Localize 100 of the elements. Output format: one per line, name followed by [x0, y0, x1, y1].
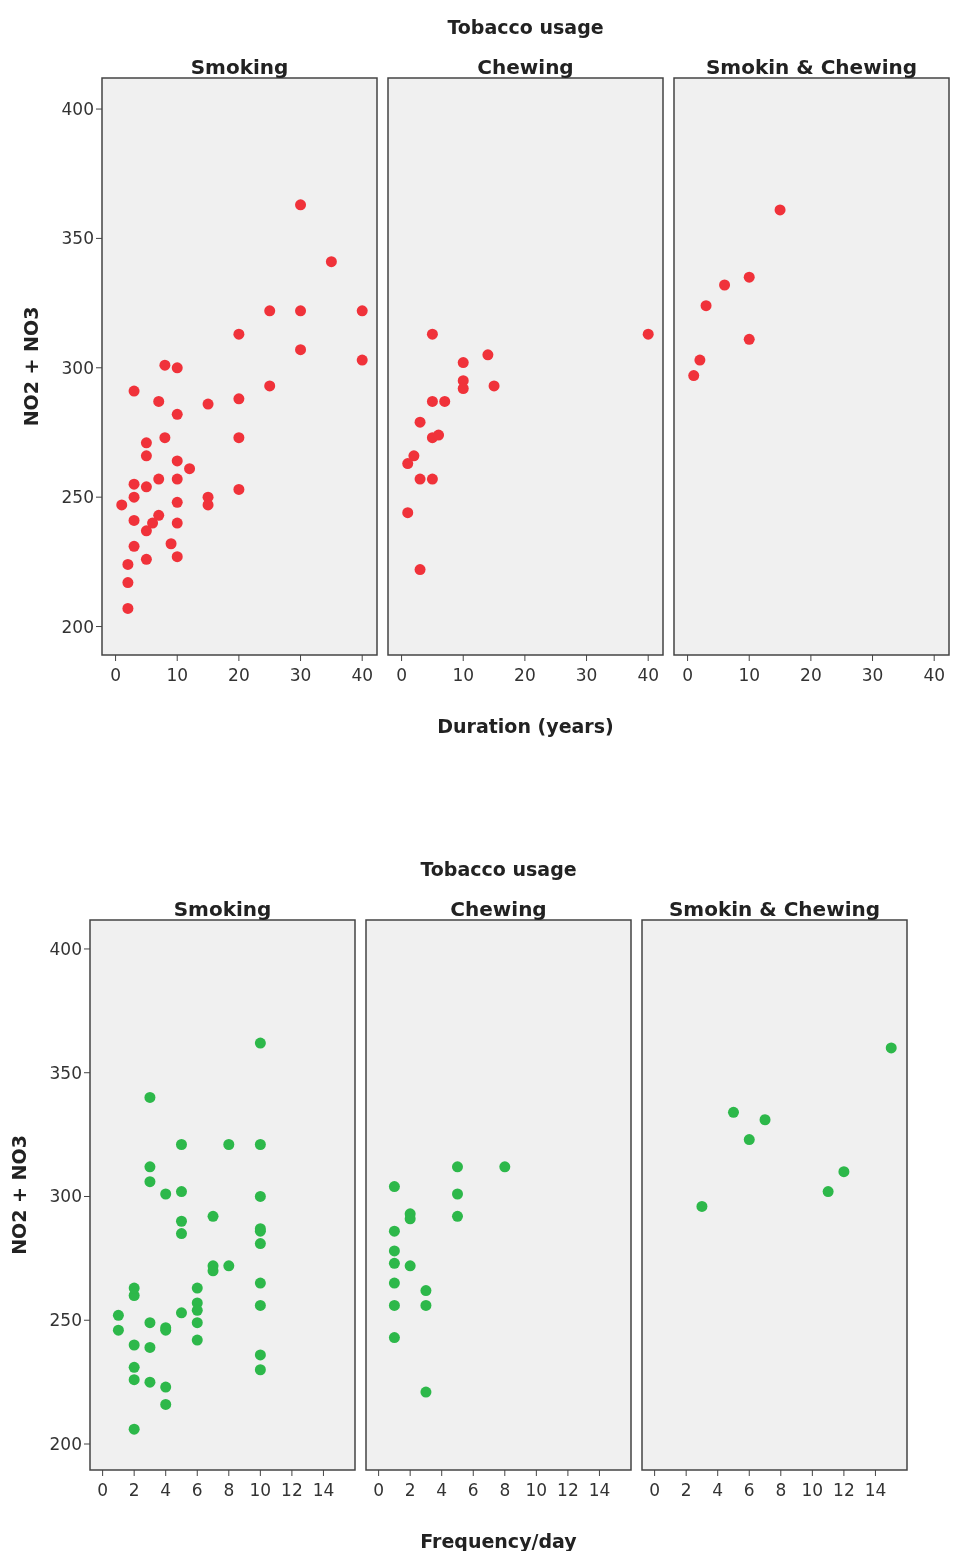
x-tick-label: 6 [191, 1480, 203, 1500]
point [112, 1309, 124, 1321]
point [122, 558, 134, 570]
y-tick-label: 200 [49, 1434, 82, 1455]
point [743, 1134, 755, 1146]
point [191, 1334, 203, 1346]
point [144, 1091, 156, 1103]
point [144, 1161, 156, 1173]
point [175, 1215, 187, 1227]
y-tick-label: 400 [61, 99, 94, 120]
point [451, 1161, 463, 1173]
x-tick-label: 40 [923, 665, 946, 685]
x-tick-label: 14 [312, 1480, 335, 1500]
point [388, 1277, 400, 1289]
point [642, 328, 654, 340]
point [144, 1341, 156, 1353]
point [184, 463, 196, 475]
point [388, 1332, 400, 1344]
x-tick-label: 12 [833, 1480, 855, 1500]
chart-title: Smokin & Chewing [668, 897, 881, 921]
point [254, 1037, 266, 1049]
x-tick-label: 12 [557, 1480, 579, 1500]
point [140, 525, 152, 537]
x-tick-label: 0 [110, 665, 121, 685]
point [171, 455, 183, 467]
point [774, 204, 786, 216]
point [160, 1188, 172, 1200]
point [165, 538, 177, 550]
point [128, 478, 140, 490]
point [700, 300, 712, 312]
point [822, 1186, 834, 1198]
point [160, 1398, 172, 1410]
text: Tobacco usage [447, 16, 604, 38]
point [295, 305, 307, 317]
point [420, 1386, 432, 1398]
point [233, 393, 245, 405]
point [254, 1139, 266, 1151]
x-tick-label: 8 [775, 1480, 787, 1500]
x-tick-label: 30 [575, 665, 598, 685]
point [727, 1106, 739, 1118]
point [414, 473, 426, 485]
point [144, 1376, 156, 1388]
point [171, 362, 183, 374]
point [414, 416, 426, 428]
x-tick-label: 4 [160, 1480, 172, 1500]
point [128, 540, 140, 552]
point [356, 305, 368, 317]
point [402, 458, 414, 470]
x-tick-label: 10 [801, 1480, 824, 1500]
point [175, 1139, 187, 1151]
point [402, 507, 414, 519]
point [112, 1324, 124, 1336]
point [191, 1317, 203, 1329]
point [254, 1277, 266, 1289]
y-axis-title: NO2 + NO3 [20, 306, 42, 427]
x-tick-label: 6 [467, 1480, 479, 1500]
point [254, 1364, 266, 1376]
x-tick-label: 40 [351, 665, 374, 685]
point [153, 395, 165, 407]
text: Tobacco usage [420, 858, 577, 880]
point [414, 564, 426, 576]
point [128, 491, 140, 503]
point [388, 1245, 400, 1257]
point [202, 398, 214, 410]
x-tick-label: 14 [588, 1480, 611, 1500]
point [140, 481, 152, 493]
point [325, 256, 337, 268]
x-tick-label: 10 [166, 665, 189, 685]
point [171, 551, 183, 563]
point [388, 1225, 400, 1237]
x-tick-label: 10 [525, 1480, 548, 1500]
x-tick-label: 30 [861, 665, 884, 685]
point [451, 1188, 463, 1200]
y-axis-title: NO2 + NO3 [8, 1135, 30, 1255]
point [140, 450, 152, 462]
point [694, 354, 706, 366]
point [207, 1210, 219, 1222]
chart-title: Chewing [477, 55, 574, 79]
x-tick-label: 0 [97, 1480, 109, 1500]
x-tick-label: 12 [281, 1480, 303, 1500]
point [696, 1200, 708, 1212]
chart-title: Smoking [190, 55, 289, 79]
x-tick-label: 10 [249, 1480, 272, 1500]
point [388, 1181, 400, 1193]
point [140, 437, 152, 449]
point [264, 305, 276, 317]
point [144, 1317, 156, 1329]
point [426, 473, 438, 485]
point [482, 349, 494, 361]
x-tick-label: 20 [228, 665, 250, 685]
point [420, 1285, 432, 1297]
chart-title: Chewing [450, 897, 547, 921]
point [128, 514, 140, 526]
point [743, 333, 755, 345]
point [488, 380, 500, 392]
point [128, 1339, 140, 1351]
point [759, 1114, 771, 1126]
point [254, 1190, 266, 1202]
point [233, 328, 245, 340]
point [175, 1228, 187, 1240]
